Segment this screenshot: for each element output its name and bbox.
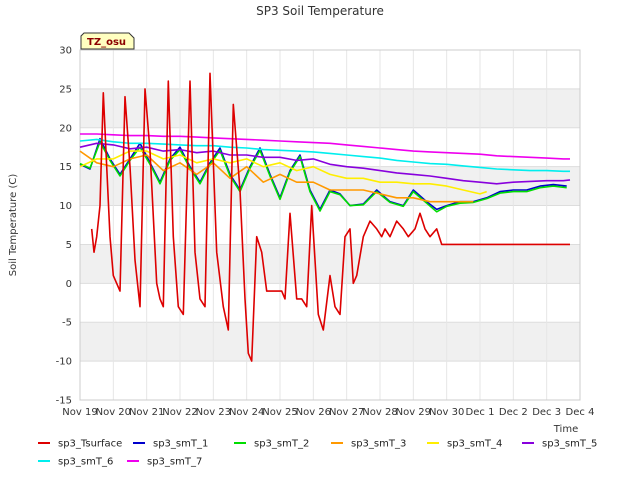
chart-title: SP3 Soil Temperature [256, 4, 384, 18]
legend-label: sp3_smT_7 [147, 457, 202, 468]
series-line-sp3_Tsurface [90, 72, 570, 362]
legend-label: sp3_Tsurface [58, 439, 122, 450]
legend-item-sp3_Tsurface: sp3_Tsurface [38, 439, 122, 450]
series-line-sp3_smT_7 [80, 133, 570, 160]
y-tick-label: -10 [56, 357, 72, 368]
series-line-sp3_smT_3 [79, 150, 474, 203]
x-tick-label: Nov 23 [196, 407, 231, 418]
series-line-sp3_smT_2 [79, 141, 567, 213]
site-badge-label: TZ_osu [87, 37, 126, 48]
y-tick-label: 25 [59, 84, 72, 95]
y-tick-label: 5 [66, 240, 72, 251]
site-badge-box [80, 32, 135, 50]
x-tick-label: Nov 29 [396, 407, 431, 418]
legend-item-sp3_smT_6: sp3_smT_6 [38, 457, 113, 468]
y-tick-label: 20 [59, 123, 72, 134]
plot-frame [79, 49, 581, 401]
x-tick-label: Nov 19 [62, 407, 97, 418]
series-line-sp3_smT_6 [79, 138, 570, 173]
series-group [79, 72, 571, 362]
grid-bands [80, 88, 580, 362]
legend: sp3_Tsurface sp3_smT_1 sp3_smT_2 sp3_smT_3 s… [38, 439, 597, 468]
y-tick-label: 30 [59, 46, 72, 57]
legend-item-sp3_smT_1: sp3_smT_1 [133, 439, 208, 450]
y-tick-label: -15 [56, 396, 72, 407]
x-tick-label: Nov 22 [162, 407, 197, 418]
x-tick-label: Dec 4 [566, 407, 595, 418]
x-tick-label: Nov 24 [229, 407, 264, 418]
legend-item-sp3_smT_5: sp3_smT_5 [522, 439, 597, 450]
x-tick-label: Dec 1 [466, 407, 495, 418]
legend-label: sp3_smT_2 [254, 439, 309, 450]
x-tick-label: Nov 28 [362, 407, 397, 418]
site-badge: TZ_osu [80, 32, 135, 50]
y-axis-title: Soil Temperature (C) [8, 174, 19, 277]
x-tick-label: Nov 26 [296, 407, 331, 418]
legend-item-sp3_smT_7: sp3_smT_7 [127, 457, 202, 468]
grid-band [80, 322, 580, 362]
y-tick-label: 0 [66, 279, 72, 290]
legend-item-sp3_smT_2: sp3_smT_2 [234, 439, 309, 450]
y-tick-label: -5 [62, 318, 72, 329]
legend-label: sp3_smT_5 [542, 439, 597, 450]
x-tick-label: Nov 25 [262, 407, 297, 418]
legend-item-sp3_smT_4: sp3_smT_4 [427, 439, 502, 450]
grid-lines [79, 49, 581, 401]
y-tick-label: 10 [59, 201, 72, 212]
x-tick-label: Dec 2 [499, 407, 528, 418]
grid-band [80, 88, 580, 128]
x-axis-title: Time [553, 424, 578, 435]
legend-label: sp3_smT_6 [58, 457, 113, 468]
x-tick-label: Nov 27 [329, 407, 364, 418]
legend-label: sp3_smT_4 [447, 439, 502, 450]
x-tick-label: Dec 3 [532, 407, 561, 418]
y-tick-label: 15 [59, 162, 72, 173]
x-tick-label: Nov 30 [429, 407, 464, 418]
series-line-sp3_smT_5 [79, 142, 571, 185]
y-tick-labels: -15 -10 -5 0 5 10 15 20 25 30 [56, 46, 72, 407]
legend-item-sp3_smT_3: sp3_smT_3 [331, 439, 406, 450]
legend-label: sp3_smT_3 [351, 439, 406, 450]
x-tick-label: Nov 21 [129, 407, 164, 418]
x-tick-label: Nov 20 [96, 407, 131, 418]
legend-label: sp3_smT_1 [153, 439, 208, 450]
